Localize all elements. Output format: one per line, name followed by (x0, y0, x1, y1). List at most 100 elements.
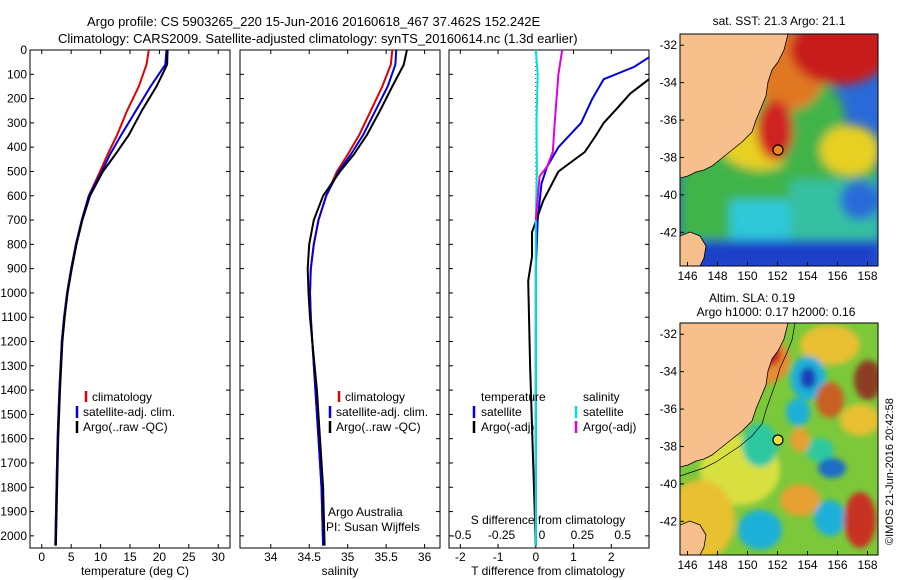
y-tick-label: 800 (7, 237, 27, 251)
sst-argo-marker (772, 144, 784, 156)
salinity-panel: 34 34.5 35 35.5 36 climatology satellite-adj… (239, 49, 441, 578)
difference-plot-frame (448, 49, 650, 549)
lon-tick-label: 154 (797, 269, 817, 283)
legend-argo-label: Argo(..raw -QC) (336, 420, 421, 434)
lon-tick-label: 148 (707, 269, 727, 283)
lon-tick-label: 154 (797, 558, 817, 572)
legend-argo-label: Argo(..raw -QC) (83, 420, 168, 434)
salinity-xlabel: salinity (322, 564, 359, 578)
y-tick-label: 500 (7, 164, 27, 178)
x-tick-label: 2 (608, 550, 615, 564)
sla-map-title-line1: Altim. SLA: 0.19 (709, 291, 795, 305)
header-line2: Climatology: CARS2009. Satellite-adjuste… (58, 31, 578, 46)
temperature-xlabel: temperature (deg C) (81, 564, 189, 578)
sla-map-image (680, 323, 878, 555)
y-tick-label: 2000 (0, 529, 27, 543)
y-tick-label: 200 (7, 92, 27, 106)
legend-sal-satellite-label: satellite (583, 405, 624, 419)
y-tick-label: 100 (7, 67, 27, 81)
lon-tick-label: 150 (737, 558, 757, 572)
y-tick-label: 1000 (0, 286, 27, 300)
salinity-ticks: 34 34.5 35 35.5 36 (240, 49, 440, 564)
lon-tick-label: 158 (857, 269, 877, 283)
x-tick-label: 35 (341, 550, 355, 564)
x-tick-label: 5 (68, 550, 75, 564)
y-tick-label: 900 (7, 262, 27, 276)
legend-sal-argo-label: Argo(-adj) (583, 420, 636, 434)
lat-tick-label: -34 (660, 365, 678, 379)
legend-temp-argo-label: Argo(-adj) (481, 420, 534, 434)
x-tick-label: -1 (493, 550, 504, 564)
y-tick-label: 1600 (0, 432, 27, 446)
temperature-lines (54, 50, 169, 546)
lat-tick-label: -34 (660, 76, 678, 90)
x-tick-label: 34 (264, 550, 278, 564)
x-tick-label: 36 (418, 550, 432, 564)
y-tick-label: 1700 (0, 456, 27, 470)
lon-tick-label: 148 (707, 558, 727, 572)
x-tick-label: 30 (212, 550, 226, 564)
difference-lines (527, 50, 649, 548)
lat-tick-label: -40 (660, 188, 678, 202)
lat-tick-label: -38 (660, 150, 678, 164)
lon-tick-label: 156 (827, 558, 847, 572)
sla-map-panel: Altim. SLA: 0.19 Argo h1000: 0.17 h2000:… (660, 291, 879, 572)
operator-label: Argo Australia (328, 505, 403, 519)
lat-tick-label: -32 (660, 327, 678, 341)
x-tick-label: 10 (94, 550, 108, 564)
salinity-lines (306, 50, 408, 546)
legend-title-salinity: salinity (583, 390, 620, 404)
temperature-legend: climatology satellite-adj. clim. Argo(..… (75, 390, 175, 434)
legend-temp-satellite-label: satellite (481, 405, 522, 419)
y-tick-label: 1300 (0, 359, 27, 373)
sla-map-land (680, 323, 789, 468)
temperature-diff-xlabel: T difference from climatology (471, 564, 625, 578)
series-line-argo-raw-qc- (54, 50, 169, 546)
y-tick-label: 0 (20, 43, 27, 57)
sst-map-image (680, 34, 878, 266)
y-tick-label: 1500 (0, 407, 27, 421)
difference-legend: temperature salinity satellite Argo(-adj… (472, 390, 636, 434)
sst-map-land (680, 34, 789, 179)
y-tick-label: 300 (7, 116, 27, 130)
sst-map-frame (679, 33, 879, 267)
header-line1: Argo profile: CS 5903265_220 15-Jun-2016… (87, 14, 541, 29)
difference-panel: -2 -1 0 1 2 -0.5 -0.25 0 0.25 0.5 temperature sal… (448, 49, 650, 578)
imos-credit: ©IMOS 21-Jun-2016 20:42:58 (884, 398, 896, 545)
sst-map-title: sat. SST: 21.3 Argo: 21.1 (713, 14, 846, 28)
x-tick-label: 0 (532, 550, 539, 564)
x-tick-label: 34.5 (298, 550, 322, 564)
series-line-argo-raw-qc- (306, 50, 408, 546)
sla-map-1000m-contour (680, 323, 796, 477)
sla-map-frame (679, 322, 879, 556)
difference-ticks: -2 -1 0 1 2 -0.5 -0.25 0 0.25 0.5 (449, 49, 649, 564)
salinity-diff-tick-label: 0 (539, 528, 546, 542)
lat-tick-label: -36 (660, 402, 678, 416)
sla-map-title-line2: Argo h1000: 0.17 h2000: 0.16 (697, 305, 856, 319)
sla-map-tasmania (680, 520, 707, 555)
lon-tick-label: 158 (857, 558, 877, 572)
legend-climatology-label: climatology (345, 390, 405, 404)
series-line-satellite-adj-clim- (309, 50, 398, 546)
lat-tick-label: -40 (660, 477, 678, 491)
x-tick-label: 25 (182, 550, 196, 564)
series-line-argo-adj- (534, 50, 564, 221)
x-tick-label: 1 (570, 550, 577, 564)
sst-map-ticks: 146 148 150 152 154 156 158 -32 -34 -36 -38 -40 -42 (660, 38, 878, 283)
lat-tick-label: -42 (660, 225, 678, 239)
sla-map-ticks: 146 148 150 152 154 156 158 -32 -34 -36 -38 -40 -42 (660, 327, 878, 572)
legend-title-temperature: temperature (481, 390, 546, 404)
y-tick-label: 400 (7, 140, 27, 154)
lon-tick-label: 146 (677, 269, 697, 283)
salinity-diff-xlabel: S difference from climatology (471, 513, 626, 527)
pi-label: PI: Susan Wijffels (326, 520, 420, 534)
sst-map-tasmania (680, 231, 707, 266)
lat-tick-label: -42 (660, 514, 678, 528)
lon-tick-label: 150 (737, 269, 757, 283)
sla-argo-marker (772, 434, 784, 446)
temperature-plot-frame (29, 49, 231, 549)
sst-map-panel: sat. SST: 21.3 Argo: 21.1 146 148 150 152 1 (660, 14, 879, 283)
legend-climatology-label: climatology (92, 390, 152, 404)
y-tick-label: 1100 (1, 310, 27, 324)
